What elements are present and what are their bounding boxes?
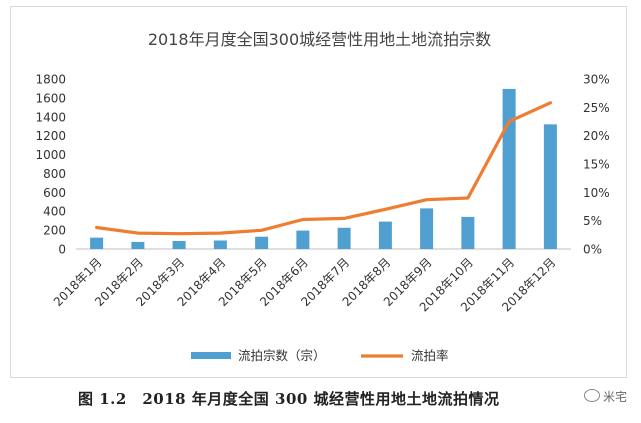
y-right-tick-label: 0% xyxy=(583,243,602,257)
y-left-tick-label: 1600 xyxy=(35,91,66,105)
bar xyxy=(461,216,475,249)
chart-svg: 2018年月度全国300城经营性用地土地流拍宗数 0 200 400 600 800 100… xyxy=(35,30,610,363)
bar xyxy=(90,237,104,249)
bar xyxy=(502,88,516,250)
y-left-tick-label: 600 xyxy=(43,186,66,200)
watermark: 米宅 xyxy=(583,388,627,405)
y-right-tick-label: 25% xyxy=(583,101,610,115)
y-right-tick-label: 30% xyxy=(583,73,610,87)
legend-label-line: 流拍率 xyxy=(411,348,449,363)
figure-caption: 图 1.2 2018 年月度全国 300 城经营性用地土地流拍情况 xyxy=(78,390,500,408)
bar xyxy=(172,240,186,249)
y-left-tick-label: 1800 xyxy=(35,73,66,87)
y-left-tick-label: 1400 xyxy=(35,110,66,124)
y-right-tick-label: 20% xyxy=(583,129,610,143)
y-left-tick-label: 0 xyxy=(58,243,66,257)
chart-frame: 2018年月度全国300城经营性用地土地流拍宗数 0 200 400 600 800 100… xyxy=(10,6,627,378)
bar xyxy=(420,208,434,249)
wechat-icon xyxy=(583,389,600,402)
y-left-tick-label: 800 xyxy=(43,167,66,181)
legend-label-bar: 流拍宗数（宗） xyxy=(238,348,326,363)
y-left-tick-label: 1000 xyxy=(35,148,66,162)
bar xyxy=(296,230,310,249)
y-left-tick-label: 200 xyxy=(43,224,66,238)
y-left-tick-label: 400 xyxy=(43,205,66,219)
chart-title: 2018年月度全国300城经营性用地土地流拍宗数 xyxy=(148,30,491,49)
bar xyxy=(337,227,351,249)
y-right-tick-label: 10% xyxy=(583,186,610,200)
y-right-tick-label: 5% xyxy=(583,214,602,228)
watermark-text: 米宅 xyxy=(602,390,627,404)
legend-swatch-bar xyxy=(191,352,231,359)
series-line xyxy=(94,101,553,236)
y-left-tick-label: 1200 xyxy=(35,129,66,143)
bar xyxy=(255,236,269,249)
bar xyxy=(213,240,227,249)
bar xyxy=(543,124,557,249)
y-right-tick-label: 15% xyxy=(583,158,610,172)
bar xyxy=(131,241,145,249)
bar xyxy=(378,221,392,249)
